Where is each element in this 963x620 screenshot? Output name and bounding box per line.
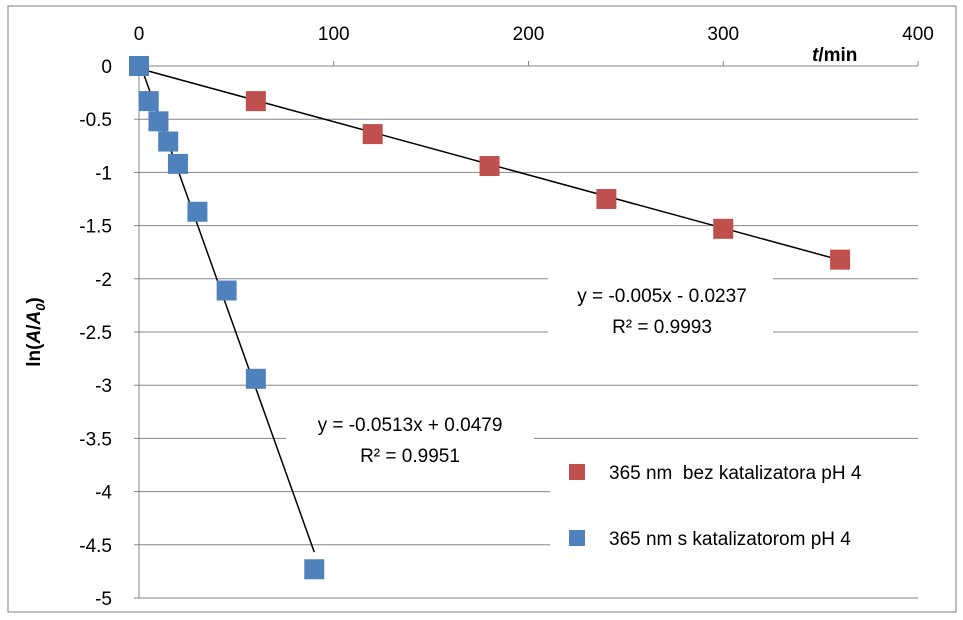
y-tick-label: 0 — [101, 57, 112, 78]
y-axis-title: ln(A/A0) — [24, 297, 48, 367]
data-point-red — [713, 218, 734, 239]
y-tick-label: -1 — [95, 163, 112, 184]
data-point-blue — [167, 153, 188, 174]
equation-label-red-bg — [548, 278, 773, 344]
x-axis-title: t/min — [812, 45, 857, 66]
data-point-red — [479, 156, 500, 177]
data-point-red — [362, 124, 383, 145]
y-tick-label: -3 — [95, 376, 112, 397]
x-tick-label: 200 — [513, 24, 545, 45]
y-tick-label: -2.5 — [79, 323, 112, 344]
y-axis-title-part-2: A — [24, 330, 45, 345]
y-tick-label: -0.5 — [79, 110, 112, 131]
y-tick-label: -2 — [95, 270, 112, 291]
data-point-red — [245, 91, 266, 112]
data-point-blue — [158, 131, 179, 152]
data-points — [129, 56, 851, 580]
legend-marker-blue — [569, 530, 585, 546]
y-tick-label: -4.5 — [79, 536, 112, 557]
y-axis-title-part-1: ln( — [24, 343, 45, 367]
y-tick-label: -3.5 — [79, 429, 112, 450]
y-axis-title-part-5: 0 — [33, 303, 48, 311]
legend-label-red: 365 nm bez katalizatora pH 4 — [609, 463, 862, 484]
data-point-blue — [129, 56, 149, 76]
x-tick-label: 0 — [134, 24, 145, 45]
data-point-blue — [187, 201, 208, 222]
data-point-blue — [138, 91, 159, 112]
data-point-blue — [245, 368, 266, 389]
r2-label-blue: R² = 0.9951 — [360, 446, 460, 467]
data-point-blue — [148, 111, 169, 132]
y-tick-label: -5 — [95, 589, 112, 610]
x-tick-label: 100 — [318, 24, 350, 45]
x-axis-title-rest: /min — [818, 45, 857, 66]
legend-label-blue: 365 nm s katalizatorom pH 4 — [609, 529, 851, 550]
x-tick-labels: 0 100 200 300 400 — [134, 24, 934, 45]
y-axis-title-part-4: A — [24, 311, 45, 326]
legend-marker-red — [569, 464, 585, 480]
equation-label-red: y = -0.005x - 0.0237 — [577, 286, 747, 307]
y-axis-title-part-6: ) — [24, 297, 45, 303]
chart-frame — [7, 5, 957, 613]
legend-box — [550, 446, 940, 576]
equation-label-blue-bg — [286, 406, 534, 472]
y-tick-label: -1.5 — [79, 217, 112, 238]
x-tick-label: 400 — [902, 24, 934, 45]
equation-label-blue: y = -0.0513x + 0.0479 — [318, 415, 503, 436]
x-tick-label: 300 — [707, 24, 739, 45]
y-axis-title-part-3: / — [24, 324, 45, 330]
data-point-blue — [304, 559, 325, 580]
y-tick-label: -4 — [95, 483, 112, 504]
data-point-blue — [216, 280, 237, 301]
data-point-red — [830, 249, 851, 270]
y-tick-labels: 0 -0.5 -1 -1.5 -2 -2.5 -3 -3.5 -4 -4.5 -5 — [79, 57, 112, 610]
r2-label-red: R² = 0.9993 — [612, 317, 712, 338]
x-axis-title-italic: t — [812, 45, 819, 66]
data-point-red — [596, 189, 617, 209]
